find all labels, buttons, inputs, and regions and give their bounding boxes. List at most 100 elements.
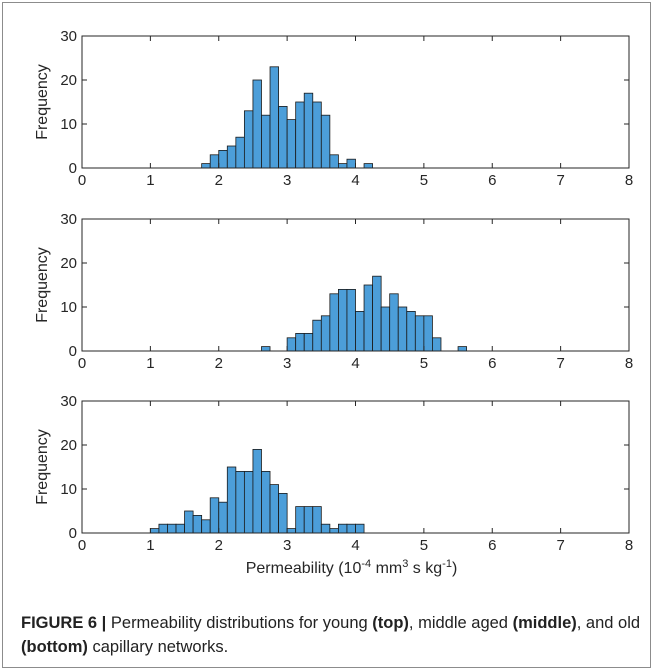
- bar-middle-15: [406, 310, 416, 352]
- xtick-label-top-1: 1: [146, 172, 154, 189]
- xtick-label-middle-6: 6: [488, 355, 496, 372]
- bar-bottom-23: [346, 523, 356, 534]
- bar-middle-11: [372, 275, 382, 352]
- bar-bottom-11: [243, 470, 254, 534]
- ytick-label-top-20: 20: [60, 72, 77, 89]
- bar-middle-5: [320, 315, 331, 352]
- ytick-label-bottom-20: 20: [60, 437, 77, 454]
- xtick-label-top-6: 6: [488, 172, 496, 189]
- xtick-label-middle-8: 8: [625, 355, 633, 372]
- xtick-label-top-7: 7: [556, 172, 564, 189]
- bar-middle-1: [286, 337, 297, 352]
- bar-top-6: [252, 79, 262, 169]
- xtick-label-bottom-4: 4: [351, 537, 359, 554]
- xtick-label-bottom-0: 0: [78, 537, 86, 554]
- bar-middle-3: [303, 332, 314, 352]
- bar-bottom-7: [209, 497, 220, 534]
- panel-bottom: 0 1 2 3 4 5 6 7 8 0 10 20 30 Frequency Permeability (1…: [34, 393, 633, 577]
- xlabel-part-xlabel_sup3: -1: [442, 558, 452, 570]
- xtick-label-top-4: 4: [351, 172, 359, 189]
- bar-middle-12: [380, 306, 391, 352]
- bar-top-3: [226, 145, 237, 169]
- ytick-label-top-30: 30: [60, 28, 77, 45]
- bar-bottom-5: [192, 515, 203, 534]
- bar-middle-6: [329, 293, 339, 352]
- caption-text-1: Permeability distributions for young: [106, 614, 373, 632]
- caption-bold-middle: (middle): [512, 614, 577, 632]
- caption-text-2: , middle aged: [408, 614, 513, 632]
- bar-middle-0: [261, 346, 271, 352]
- ytick-label-bottom-30: 30: [60, 393, 77, 410]
- bar-bottom-15: [278, 492, 288, 534]
- xtick-label-top-5: 5: [420, 172, 428, 189]
- xtick-label-bottom-7: 7: [556, 537, 564, 554]
- ytick-label-middle-0: 0: [69, 343, 77, 360]
- bar-middle-7: [338, 288, 348, 352]
- ylabel-middle: Frequency: [34, 247, 51, 323]
- bar-bottom-21: [329, 528, 339, 534]
- bar-bottom-3: [175, 523, 185, 534]
- xlabel-part-xlabel_close: ): [452, 560, 457, 577]
- xtick-label-bottom-3: 3: [283, 537, 291, 554]
- axes-box-top: [81, 35, 630, 169]
- caption-bold-bottom: (bottom): [21, 638, 88, 656]
- xlabel-part-xlabel_mid: mm: [371, 560, 402, 577]
- xtick-label-middle-2: 2: [215, 355, 223, 372]
- bar-middle-16: [414, 315, 425, 352]
- bar-bottom-9: [226, 466, 237, 534]
- bar-bottom-17: [295, 506, 305, 534]
- bar-bottom-6: [201, 519, 211, 534]
- ylabel-bottom: Frequency: [34, 429, 51, 505]
- xtick-label-bottom-8: 8: [625, 537, 633, 554]
- bar-bottom-13: [261, 470, 271, 534]
- bar-middle-8: [346, 288, 356, 352]
- bar-bottom-18: [303, 506, 314, 534]
- bar-middle-9: [355, 310, 365, 352]
- panel-top: 0 1 2 3 4 5 6 7 8 0 10 20 30 Frequency: [34, 28, 633, 189]
- xtick-label-top-0: 0: [78, 172, 86, 189]
- bar-top-9: [278, 106, 288, 169]
- bar-bottom-2: [167, 523, 177, 534]
- ytick-label-bottom-10: 10: [60, 481, 77, 498]
- bar-top-18: [363, 163, 373, 169]
- panel-middle: 0 1 2 3 4 5 6 7 8 0 10 20 30 Frequency: [34, 211, 633, 372]
- bar-top-7: [261, 114, 271, 169]
- xtick-label-top-3: 3: [283, 172, 291, 189]
- bar-middle-18: [432, 337, 442, 352]
- caption-text-3: , and old: [576, 614, 641, 632]
- xtick-label-bottom-5: 5: [420, 537, 428, 554]
- bar-middle-10: [363, 284, 373, 352]
- ytick-label-bottom-0: 0: [69, 525, 77, 542]
- ytick-label-middle-30: 30: [60, 211, 77, 228]
- xtick-label-bottom-1: 1: [146, 537, 154, 554]
- bar-top-10: [286, 119, 297, 169]
- bar-bottom-14: [269, 484, 279, 534]
- bar-bottom-8: [218, 501, 228, 534]
- xtick-label-bottom-2: 2: [215, 537, 223, 554]
- bar-bottom-4: [184, 510, 194, 534]
- ytick-label-middle-10: 10: [60, 299, 77, 316]
- caption-text-4: capillary networks.: [87, 638, 229, 656]
- bar-top-14: [320, 114, 331, 169]
- xlabel-part-xlabel_sup1: -4: [361, 558, 371, 570]
- bar-top-12: [303, 92, 314, 169]
- bar-top-13: [312, 101, 322, 169]
- ytick-label-top-0: 0: [69, 160, 77, 177]
- bar-middle-2: [295, 332, 305, 352]
- xtick-label-middle-0: 0: [78, 355, 86, 372]
- bar-top-1: [209, 154, 220, 169]
- xlabel-part-xlabel_end: s kg: [408, 560, 442, 577]
- bar-middle-17: [423, 315, 433, 352]
- xtick-label-middle-1: 1: [146, 355, 154, 372]
- bar-top-16: [338, 163, 348, 169]
- bar-top-2: [218, 149, 228, 169]
- bar-top-17: [346, 158, 356, 169]
- bar-bottom-24: [355, 523, 365, 534]
- bar-bottom-20: [320, 523, 331, 534]
- bar-bottom-12: [252, 448, 262, 534]
- bar-top-0: [201, 163, 211, 169]
- figure-caption: FIGURE 6 | Permeability distributions fo…: [21, 611, 646, 659]
- bar-top-11: [295, 101, 305, 169]
